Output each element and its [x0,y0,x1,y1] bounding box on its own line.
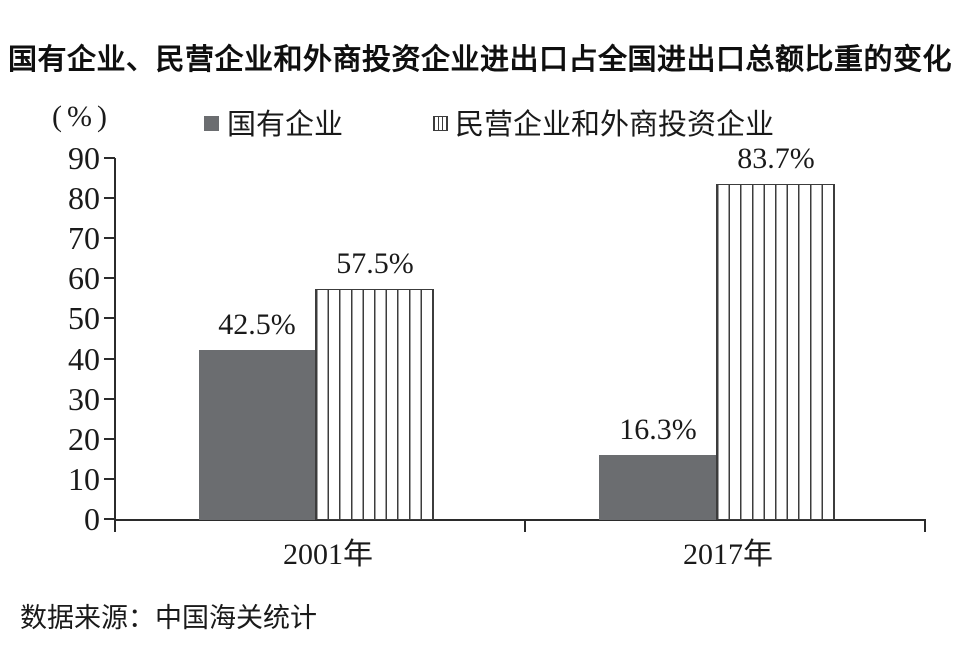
y-tick-label: 60 [68,260,100,296]
category-label: 2001年 [283,538,373,571]
y-tick [104,157,115,159]
legend: 国有企业 民营企业和外商投资企业 [0,0,960,150]
y-tick [104,317,115,319]
x-axis-line [114,519,926,521]
y-tick [104,197,115,199]
y-tick [104,438,115,440]
y-tick [104,518,115,520]
y-tick [104,277,115,279]
legend-swatch-solid [204,116,219,131]
bar-striped [716,184,835,520]
bar-value-label: 57.5% [336,247,414,280]
y-tick [104,358,115,360]
y-tick-label: 30 [68,381,100,417]
y-tick-label: 0 [84,501,100,537]
bar-solid [199,350,315,520]
y-tick [104,398,115,400]
legend-item-label: 民营企业和外商投资企业 [455,109,775,141]
chart-title: 国有企业、民营企业和外商投资企业进出口占全国进出口总额比重的变化 [7,44,952,76]
source-note: 数据来源：中国海关统计 [20,603,317,633]
y-tick [104,478,115,480]
y-tick-label: 20 [68,421,100,457]
y-tick-label: 80 [68,180,100,216]
y-tick-label: 10 [68,461,100,497]
y-tick-label: 40 [68,341,100,377]
bar-solid [599,455,716,520]
y-tick [104,237,115,239]
x-tick [924,519,926,532]
bar-value-label: 83.7% [737,142,815,175]
x-tick [524,519,526,532]
y-tick-label: 90 [68,140,100,176]
bar-value-label: 42.5% [218,308,296,341]
bar-value-label: 16.3% [619,413,697,446]
y-tick-label: 70 [68,220,100,256]
x-tick [114,519,116,532]
category-label: 2017年 [683,538,773,571]
y-tick-label: 50 [68,300,100,336]
legend-item-label: 国有企业 [227,109,344,141]
legend-swatch-striped [433,116,448,131]
bar-striped [315,289,434,520]
y-unit-label: (%) [52,100,112,133]
y-axis-line [114,158,116,521]
